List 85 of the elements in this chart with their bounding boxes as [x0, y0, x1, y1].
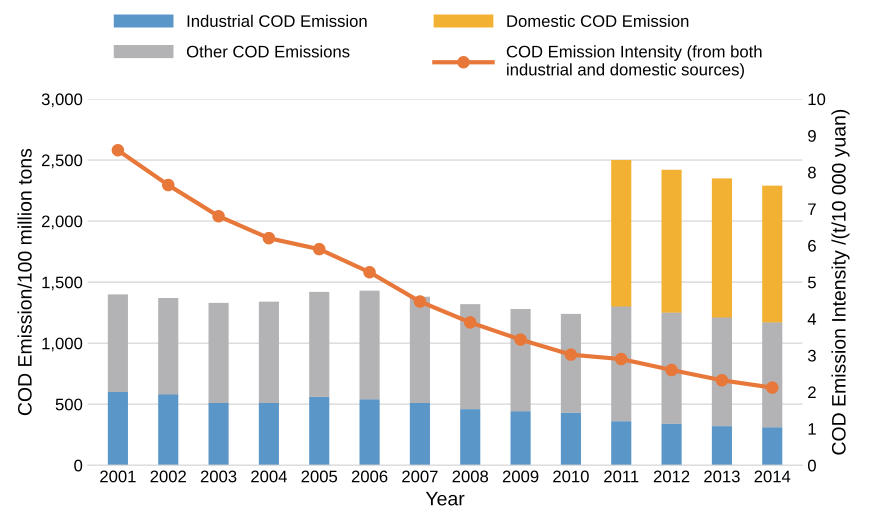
y2-tick-label: 9 — [808, 130, 816, 142]
x-tick-label: 2008 — [452, 470, 488, 482]
x-tick-label: 2001 — [100, 470, 136, 482]
bar — [712, 426, 732, 466]
bar — [510, 412, 531, 466]
y2-axis-title: COD Emission Intensity /(t/10 000 yuan) — [831, 110, 850, 455]
x-tick-label: 2003 — [200, 470, 236, 482]
bar — [762, 427, 782, 466]
x-tick-label: 2011 — [604, 470, 638, 482]
y2-tick-label: 0 — [808, 460, 816, 472]
point — [162, 178, 174, 192]
point — [312, 242, 326, 256]
bar — [158, 394, 178, 466]
legend-label: Domestic COD Emission — [507, 14, 688, 27]
y2-tick-label: 4 — [808, 313, 816, 325]
point — [212, 210, 225, 222]
point — [615, 352, 628, 366]
y-tick-label: 3,000 — [42, 93, 82, 108]
bar — [108, 392, 128, 466]
bar — [611, 306, 632, 422]
y-tick-label: 0 — [74, 460, 82, 472]
x-tick-label: 2007 — [402, 470, 438, 482]
x-tick-label: 2012 — [654, 470, 690, 482]
legend-label: Other COD Emissions — [186, 45, 350, 58]
bar — [460, 409, 480, 466]
bar — [662, 312, 682, 424]
point — [564, 348, 578, 361]
bar — [762, 186, 782, 322]
bar — [108, 294, 128, 392]
x-tick-label: 2009 — [502, 470, 538, 482]
bar — [158, 298, 178, 394]
y-tick-label: 2,000 — [42, 215, 82, 230]
bar — [258, 302, 279, 403]
legend-label: COD Emission Intensity (from both industrial and domestic sources) — [506, 45, 762, 79]
bar — [410, 296, 430, 403]
x-tick-label: 2005 — [302, 470, 338, 482]
bar — [309, 292, 330, 397]
point — [766, 381, 779, 394]
y2-tick-label: 5 — [808, 276, 816, 288]
bar — [360, 399, 380, 466]
point — [716, 374, 728, 387]
bar — [560, 314, 581, 413]
y2-tick-label: 3 — [808, 350, 816, 362]
bar — [611, 421, 632, 466]
x-tick-label: 2014 — [754, 470, 790, 482]
x-tick-label: 2004 — [251, 470, 287, 482]
point — [262, 232, 276, 244]
x-tick-label: 2013 — [704, 470, 740, 482]
bar — [208, 402, 229, 466]
bar — [360, 290, 380, 400]
x-tick-label: 2006 — [352, 470, 388, 482]
bar — [208, 302, 229, 403]
y-tick-label: 1,000 — [42, 338, 82, 352]
y2-tick-label: 2 — [808, 386, 816, 398]
bar — [460, 304, 480, 410]
bar — [662, 170, 682, 313]
legend-label: Industrial COD Emission — [188, 14, 367, 27]
point — [665, 364, 678, 376]
bar — [712, 178, 732, 318]
bar — [510, 308, 531, 412]
bar — [762, 322, 782, 428]
bar — [611, 160, 632, 307]
y2-tick-label: 10 — [808, 93, 826, 106]
point — [514, 333, 527, 346]
x-tick-label: 2002 — [150, 470, 186, 482]
bar — [712, 318, 732, 426]
y-tick-label: 1,500 — [42, 276, 82, 290]
bar — [560, 412, 581, 466]
y2-tick-label: 7 — [808, 203, 816, 215]
y-axis-title: COD Emission/100 million tons — [17, 148, 32, 416]
x-tick-label: 2010 — [553, 470, 589, 482]
bar — [258, 402, 279, 466]
x-axis-title: Year — [426, 492, 464, 506]
point — [112, 144, 124, 157]
y-tick-label: 2,500 — [42, 154, 82, 168]
y2-tick-label: 8 — [808, 166, 816, 178]
y2-tick-label: 6 — [808, 240, 816, 252]
point — [464, 316, 476, 329]
bar — [309, 396, 330, 466]
point — [414, 295, 426, 308]
bar — [662, 424, 682, 466]
y2-tick-label: 1 — [808, 423, 816, 435]
point — [363, 266, 376, 278]
bar — [410, 402, 430, 466]
y-tick-label: 500 — [56, 398, 82, 410]
